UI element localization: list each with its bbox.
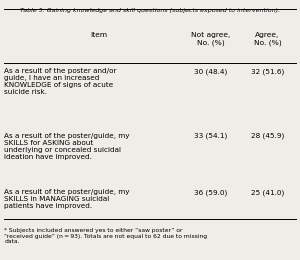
Text: Agree,
No. (%): Agree, No. (%) bbox=[254, 32, 281, 46]
Text: 36 (59.0): 36 (59.0) bbox=[194, 189, 228, 196]
Text: 32 (51.6): 32 (51.6) bbox=[251, 68, 284, 75]
Text: 25 (41.0): 25 (41.0) bbox=[251, 189, 284, 196]
Text: 30 (48.4): 30 (48.4) bbox=[194, 68, 228, 75]
Text: Item: Item bbox=[91, 32, 108, 38]
Text: As a result of the poster/guide, my
SKILLS for ASKING about
underlying or concea: As a result of the poster/guide, my SKIL… bbox=[4, 133, 130, 160]
Text: 33 (54.1): 33 (54.1) bbox=[194, 133, 228, 139]
Text: As a result of the poster and/or
guide, I have an increased
KNOWLEDGE of signs o: As a result of the poster and/or guide, … bbox=[4, 68, 117, 95]
Text: 28 (45.9): 28 (45.9) bbox=[251, 133, 284, 139]
Text: * Subjects included answered yes to either “saw poster” or
“received guide” (n =: * Subjects included answered yes to eith… bbox=[4, 228, 208, 244]
Text: As a result of the poster/guide, my
SKILLS in MANAGING suicidal
patients have im: As a result of the poster/guide, my SKIL… bbox=[4, 189, 130, 209]
Text: Table 5. Gaining knowledge and skill questions (subjects exposed to intervention: Table 5. Gaining knowledge and skill que… bbox=[20, 8, 280, 13]
Text: Not agree,
No. (%): Not agree, No. (%) bbox=[191, 32, 231, 46]
